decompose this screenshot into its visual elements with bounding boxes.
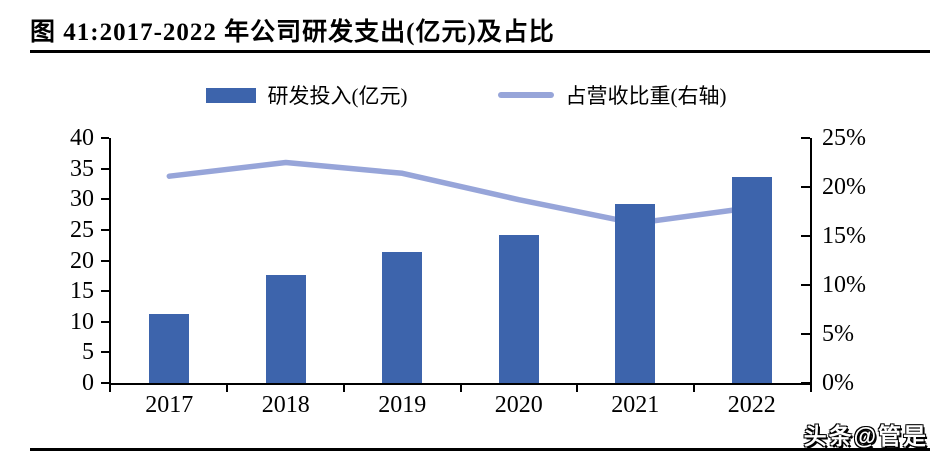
legend-label-bars: 研发投入(亿元) [267, 84, 408, 108]
figure-title: 图 41:2017-2022 年公司研发支出(亿元)及占比 [30, 19, 555, 46]
right-axis-tick-label: 15% [822, 223, 866, 249]
right-axis-tick [801, 284, 810, 286]
x-axis-tick [225, 385, 228, 392]
title-rule [30, 50, 930, 53]
legend-label-line: 占营收比重(右轴) [565, 84, 727, 108]
left-axis-tick-label: 15 [70, 278, 94, 305]
x-axis-tick [342, 385, 345, 392]
x-axis-label-2017: 2017 [145, 392, 194, 418]
left-axis-tick [101, 351, 109, 354]
right-axis-tick-label: 25% [822, 125, 866, 151]
left-axis-tick-label: 30 [70, 186, 94, 213]
right-axis-tick [801, 137, 810, 139]
bar-2022 [731, 177, 772, 383]
right-axis-tick-label: 5% [822, 321, 854, 347]
left-axis-tick [101, 259, 109, 262]
ratio-line-layer [166, 159, 755, 227]
left-axis-tick [101, 167, 109, 170]
x-axis-label-2022: 2022 [727, 392, 776, 418]
right-axis-tick [801, 333, 810, 335]
revenue-ratio-line [166, 159, 755, 227]
left-axis-tick [101, 382, 109, 384]
left-axis-tick-label: 40 [70, 125, 94, 151]
x-axis-tick [576, 385, 579, 392]
left-axis-tick-label: 35 [70, 155, 94, 182]
chart-legend: 研发投入(亿元) 占营收比重(右轴) [0, 80, 932, 110]
bar-2017 [149, 313, 190, 383]
left-axis-tick [101, 137, 109, 139]
right-axis-tick [801, 235, 810, 237]
right-axis-tick [801, 186, 810, 188]
left-axis-tick-label: 0 [82, 370, 94, 396]
right-axis-tick-label: 20% [822, 174, 866, 200]
plot-area [109, 138, 812, 385]
x-axis-label-2019: 2019 [378, 392, 427, 418]
x-axis-label-2018: 2018 [261, 392, 310, 418]
x-axis-label-2020: 2020 [494, 392, 543, 418]
line-swatch-icon [497, 92, 554, 98]
bar-2021 [615, 203, 656, 383]
bar-2018 [265, 275, 306, 383]
x-axis-tick [459, 385, 462, 392]
x-axis-tick [810, 385, 812, 392]
left-axis-tick [101, 290, 109, 293]
x-axis-label-2021: 2021 [611, 392, 660, 418]
left-axis-tick-label: 25 [70, 216, 94, 243]
legend-item-bars: 研发投入(亿元) [205, 80, 408, 110]
bar-swatch-icon [205, 87, 256, 103]
right-axis-tick-label: 0% [822, 370, 854, 396]
left-axis-tick [101, 320, 109, 323]
right-axis-tick-label: 10% [822, 272, 866, 298]
left-axis-tick [101, 198, 109, 201]
left-axis-tick-label: 20 [70, 247, 94, 274]
bar-2019 [382, 251, 423, 383]
bar-2020 [498, 235, 539, 383]
x-axis-tick [693, 385, 696, 392]
legend-item-line: 占营收比重(右轴) [497, 80, 727, 110]
right-axis-tick [801, 382, 810, 384]
x-axis-tick [109, 385, 111, 392]
left-axis-tick [101, 228, 109, 231]
watermark: 头条@管是 [803, 423, 928, 449]
left-axis-tick-label: 5 [82, 339, 94, 366]
left-axis-tick-label: 10 [70, 308, 94, 335]
bottom-rule [30, 448, 930, 451]
